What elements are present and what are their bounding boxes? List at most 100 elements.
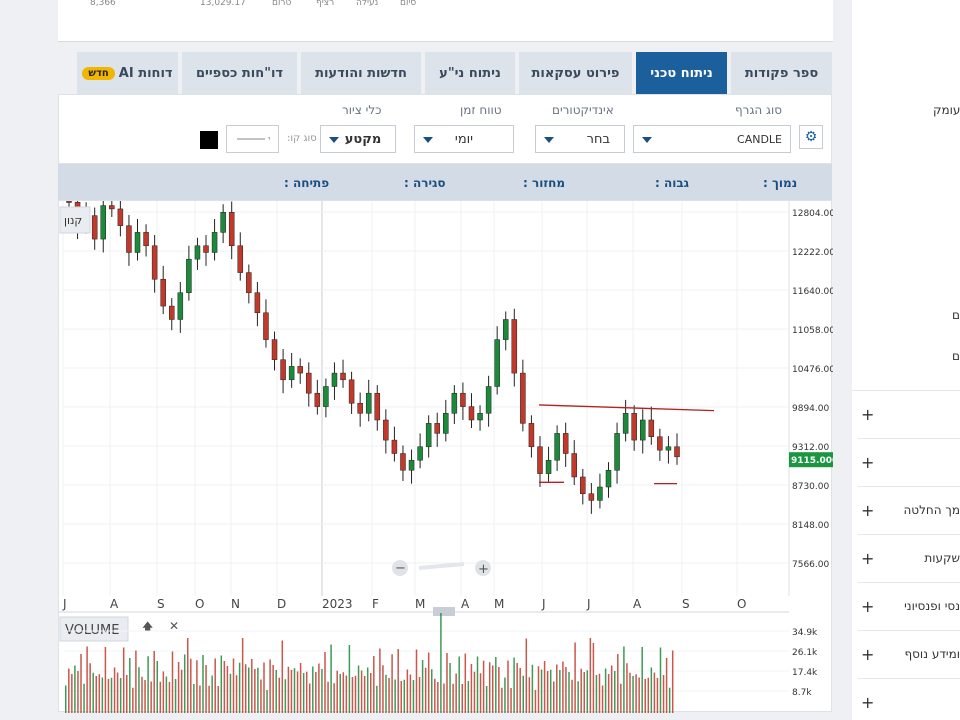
sidebar-row-6[interactable]: + ומידע נוסף	[858, 631, 960, 679]
volume-bar	[525, 638, 528, 713]
panel-resize-handle	[433, 607, 455, 616]
candle-body	[237, 245, 244, 273]
line-type-select[interactable]	[226, 125, 279, 153]
tab-ai-reports[interactable]: דוחות AI חדש	[77, 52, 178, 94]
chart-area[interactable]: 12804.00 12222.00 11640.00 11058.00 10476.00…	[58, 200, 838, 713]
volume-bar	[403, 679, 406, 713]
current-price-badge	[789, 452, 833, 468]
volume-bar	[647, 677, 650, 713]
volume-bar	[607, 674, 610, 713]
sidebar-row-5[interactable]: + נסי ופנסיוני	[858, 583, 960, 631]
volume-bar	[348, 645, 351, 713]
volume-bar	[479, 673, 482, 713]
volume-bar	[363, 676, 366, 713]
volume-bar	[424, 667, 427, 713]
candle-body	[554, 433, 560, 461]
volume-bar	[366, 667, 369, 713]
volume-tick-label: 17.4k	[792, 668, 818, 678]
volume-bar	[482, 660, 485, 713]
volume-bar	[397, 649, 399, 713]
candle-body	[143, 232, 149, 247]
volume-bar	[519, 668, 521, 713]
volume-bar	[537, 666, 540, 713]
volume-bar	[388, 678, 390, 713]
x-tick-label: A	[633, 597, 642, 611]
sidebar-row-1[interactable]: +	[858, 391, 960, 439]
draw-color-swatch[interactable]	[200, 131, 218, 149]
volume-bar	[406, 669, 409, 713]
tab-technical-analysis[interactable]: ניתוח טכני	[636, 52, 727, 94]
volume-bar	[513, 657, 515, 713]
candle-body	[485, 386, 492, 414]
sidebar-row-2[interactable]: +	[858, 439, 960, 487]
tab-security-analysis[interactable]: ניתוח ני"ע	[425, 52, 515, 94]
volume-bar	[193, 684, 195, 713]
x-tick-label: J	[62, 597, 67, 611]
plus-icon: +	[861, 501, 875, 520]
sidebar-row-3[interactable]: + מך החלטה	[858, 487, 960, 535]
draw-tools-select[interactable]: מקטע	[320, 125, 396, 153]
candle-body	[580, 476, 586, 494]
candle-body	[648, 419, 655, 438]
volume-bar	[635, 674, 637, 713]
x-tick-label: J	[586, 597, 591, 611]
volume-bar	[180, 669, 183, 713]
volume-bar	[449, 663, 451, 713]
x-tick-label: 2023	[322, 597, 353, 611]
volume-bar	[248, 667, 250, 713]
settings-gear-button[interactable]: ⚙	[799, 125, 823, 149]
tab-news[interactable]: חדשות והודעות	[301, 52, 421, 94]
volume-bar	[110, 677, 113, 713]
volume-bar	[168, 682, 171, 713]
candle-body	[408, 459, 415, 471]
volume-bar	[257, 667, 259, 713]
volume-bar	[272, 665, 274, 713]
candle-body	[297, 366, 303, 374]
y-tick-label: 8148.00	[792, 521, 829, 531]
volume-bar	[290, 670, 293, 713]
candle-body	[169, 305, 175, 320]
volume-bar	[333, 683, 335, 713]
close-icon: ✕	[169, 619, 179, 633]
sidebar-row-4[interactable]: + שקעות	[858, 535, 960, 583]
volume-bar	[305, 671, 308, 713]
candle-body	[203, 245, 209, 253]
candle-body	[545, 459, 552, 474]
volume-bar	[668, 687, 671, 713]
volume-bar	[373, 656, 375, 713]
chart-type-select[interactable]: CANDLE	[633, 125, 791, 153]
volume-bar	[107, 679, 110, 713]
indicators-select[interactable]: בחר	[535, 125, 625, 153]
sidebar-row-7[interactable]: +	[858, 679, 960, 720]
volume-bar	[583, 672, 585, 713]
volume-bar	[196, 660, 198, 713]
volume-bar	[101, 677, 104, 713]
volume-bar	[379, 648, 381, 713]
volume-tick-label: 8.7k	[792, 688, 812, 698]
volume-bar	[202, 655, 204, 713]
volume-bar	[394, 679, 396, 713]
y-tick-label: 11058.00	[792, 326, 833, 336]
x-tick-label: M	[494, 597, 504, 611]
volume-bar	[598, 673, 601, 713]
tab-order-book[interactable]: ספר פקודות	[731, 52, 832, 94]
price-chart[interactable]: 12804.00 12222.00 11640.00 11058.00 10476.00…	[59, 200, 838, 713]
zoom-out-button	[392, 560, 408, 576]
volume-bar	[418, 677, 421, 713]
volume-bar	[528, 677, 531, 713]
timeframe-select[interactable]: יומי	[414, 125, 514, 153]
right-sidebar: עומק ם ם + + + מך החלטה + שקעות + נסי ופנסי…	[852, 0, 960, 720]
candle-body	[665, 446, 672, 451]
tab-financial-reports[interactable]: דו"חות כספיים	[182, 52, 297, 94]
volume-bar	[412, 680, 415, 713]
volume-bar	[540, 669, 543, 713]
tab-trades-detail[interactable]: פירוט עסקאות	[519, 52, 632, 94]
candle-body	[348, 379, 355, 404]
volume-bar	[452, 683, 454, 713]
current-price-label: 9115.000	[791, 456, 833, 466]
x-tick-label: S	[157, 597, 165, 611]
ohlc-bar: נמוך : גבוה : מחזור : סגירה : פתיחה :	[58, 164, 832, 200]
volume-bar	[327, 681, 329, 713]
volume-bar	[302, 673, 305, 713]
candle-body	[100, 205, 107, 240]
